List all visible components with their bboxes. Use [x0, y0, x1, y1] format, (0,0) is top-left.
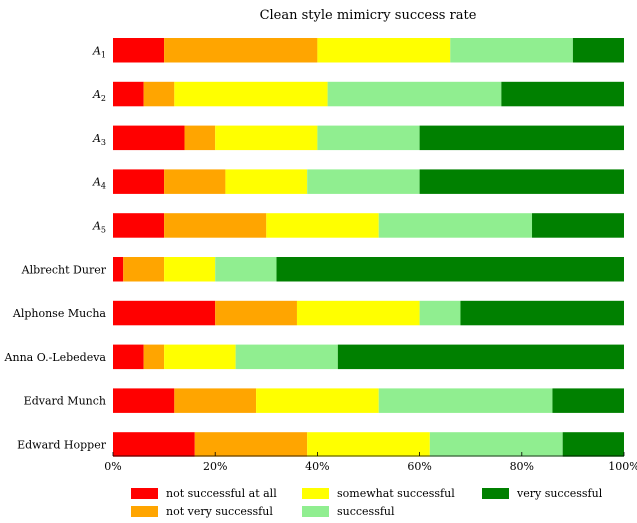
category-label-4: A4 — [92, 176, 106, 191]
bar-segment-5-4 — [378, 213, 533, 238]
category-label-3: A3 — [92, 132, 106, 147]
legend-label-1: not successful at all — [166, 487, 277, 500]
bar-segment-2-2 — [143, 81, 175, 107]
category-label-10: Edward Hopper — [17, 438, 107, 451]
category-label-9: Edvard Munch — [24, 395, 106, 408]
x-tick-label-1: 0% — [104, 460, 121, 473]
bar-segment-8-1 — [113, 344, 144, 370]
bar-segment-1-1 — [113, 38, 165, 63]
x-tick-label-3: 40% — [305, 460, 329, 473]
bar-segment-9-1 — [113, 388, 175, 413]
bar-segment-7-3 — [296, 300, 420, 326]
bar-segment-10-3 — [307, 432, 430, 457]
legend-swatch-3 — [302, 488, 329, 499]
bar-segment-5-2 — [164, 213, 267, 238]
category-label-6: Albrecht Durer — [21, 263, 107, 276]
bar-segment-3-1 — [113, 125, 185, 151]
bar-segment-9-5 — [552, 388, 624, 413]
bar-segment-7-5 — [460, 300, 624, 326]
bar-segment-4-3 — [225, 169, 308, 194]
legend-label-5: very successful — [516, 487, 603, 500]
bar-segment-5-5 — [532, 213, 624, 238]
bar-segment-3-5 — [419, 125, 624, 151]
bar-segment-8-3 — [164, 344, 236, 370]
bar-segment-6-2 — [123, 257, 165, 282]
legend-swatch-1 — [131, 488, 158, 499]
bar-segment-6-3 — [164, 257, 216, 282]
legend-swatch-5 — [482, 488, 509, 499]
legend-label-3: somewhat successful — [337, 487, 455, 500]
category-label-1: A1 — [92, 44, 106, 59]
bar-segment-2-1 — [113, 81, 144, 107]
bar-segment-6-5 — [276, 257, 624, 282]
bar-segment-8-4 — [235, 344, 338, 370]
category-label-2: A2 — [92, 88, 106, 103]
bar-segment-1-3 — [317, 38, 451, 63]
bar-segment-6-1 — [113, 257, 124, 282]
bar-segment-6-4 — [215, 257, 277, 282]
category-label-5: A5 — [92, 219, 106, 234]
bar-segment-10-1 — [113, 432, 195, 457]
bar-segment-10-5 — [562, 432, 624, 457]
bar-segment-2-4 — [327, 81, 502, 107]
bar-segment-10-2 — [194, 432, 308, 457]
x-axis: 0% 20% 40% 60% 80% 100% — [104, 452, 637, 473]
category-label-8: Anna O.-Lebedeva — [4, 351, 107, 364]
bar-segment-7-1 — [113, 300, 216, 326]
bar-segment-10-4 — [429, 432, 563, 457]
x-tick-label-4: 60% — [407, 460, 431, 473]
bar-segment-7-2 — [215, 300, 297, 326]
bar-segment-4-4 — [307, 169, 420, 194]
bar-segment-4-1 — [113, 169, 165, 194]
legend-swatch-2 — [131, 506, 158, 517]
x-tick-label-6: 100% — [608, 460, 637, 473]
bar-segment-7-4 — [419, 300, 461, 326]
category-labels: A1 A2 A3 A4 A5 Albrecht Durer Alphonse Mucha An… — [4, 44, 107, 451]
chart-title: Clean style mimicry success rate — [260, 8, 477, 23]
legend: not successful at all not very successful… — [131, 487, 603, 518]
bar-segment-9-4 — [378, 388, 553, 413]
bar-segment-2-5 — [501, 81, 624, 107]
bar-segment-1-4 — [450, 38, 573, 63]
bar-segment-5-1 — [113, 213, 165, 238]
legend-label-2: not very successful — [166, 505, 273, 518]
legend-swatch-4 — [302, 506, 329, 517]
bar-segment-4-2 — [164, 169, 226, 194]
bar-segment-9-3 — [256, 388, 379, 413]
legend-label-4: successful — [337, 505, 395, 518]
bar-segment-1-2 — [164, 38, 318, 63]
bar-segment-8-2 — [143, 344, 165, 370]
bar-segment-3-3 — [215, 125, 318, 151]
bar-segment-4-5 — [419, 169, 624, 194]
bar-segment-2-3 — [174, 81, 328, 107]
bars-group — [113, 38, 624, 457]
bar-segment-9-2 — [174, 388, 257, 413]
bar-segment-1-5 — [572, 38, 624, 63]
bar-segment-8-5 — [337, 344, 624, 370]
x-tick-label-2: 20% — [203, 460, 227, 473]
bar-segment-3-4 — [317, 125, 420, 151]
x-tick-label-5: 80% — [510, 460, 534, 473]
category-label-7: Alphonse Mucha — [12, 307, 107, 320]
bar-segment-3-2 — [184, 125, 216, 151]
bar-segment-5-3 — [266, 213, 379, 238]
